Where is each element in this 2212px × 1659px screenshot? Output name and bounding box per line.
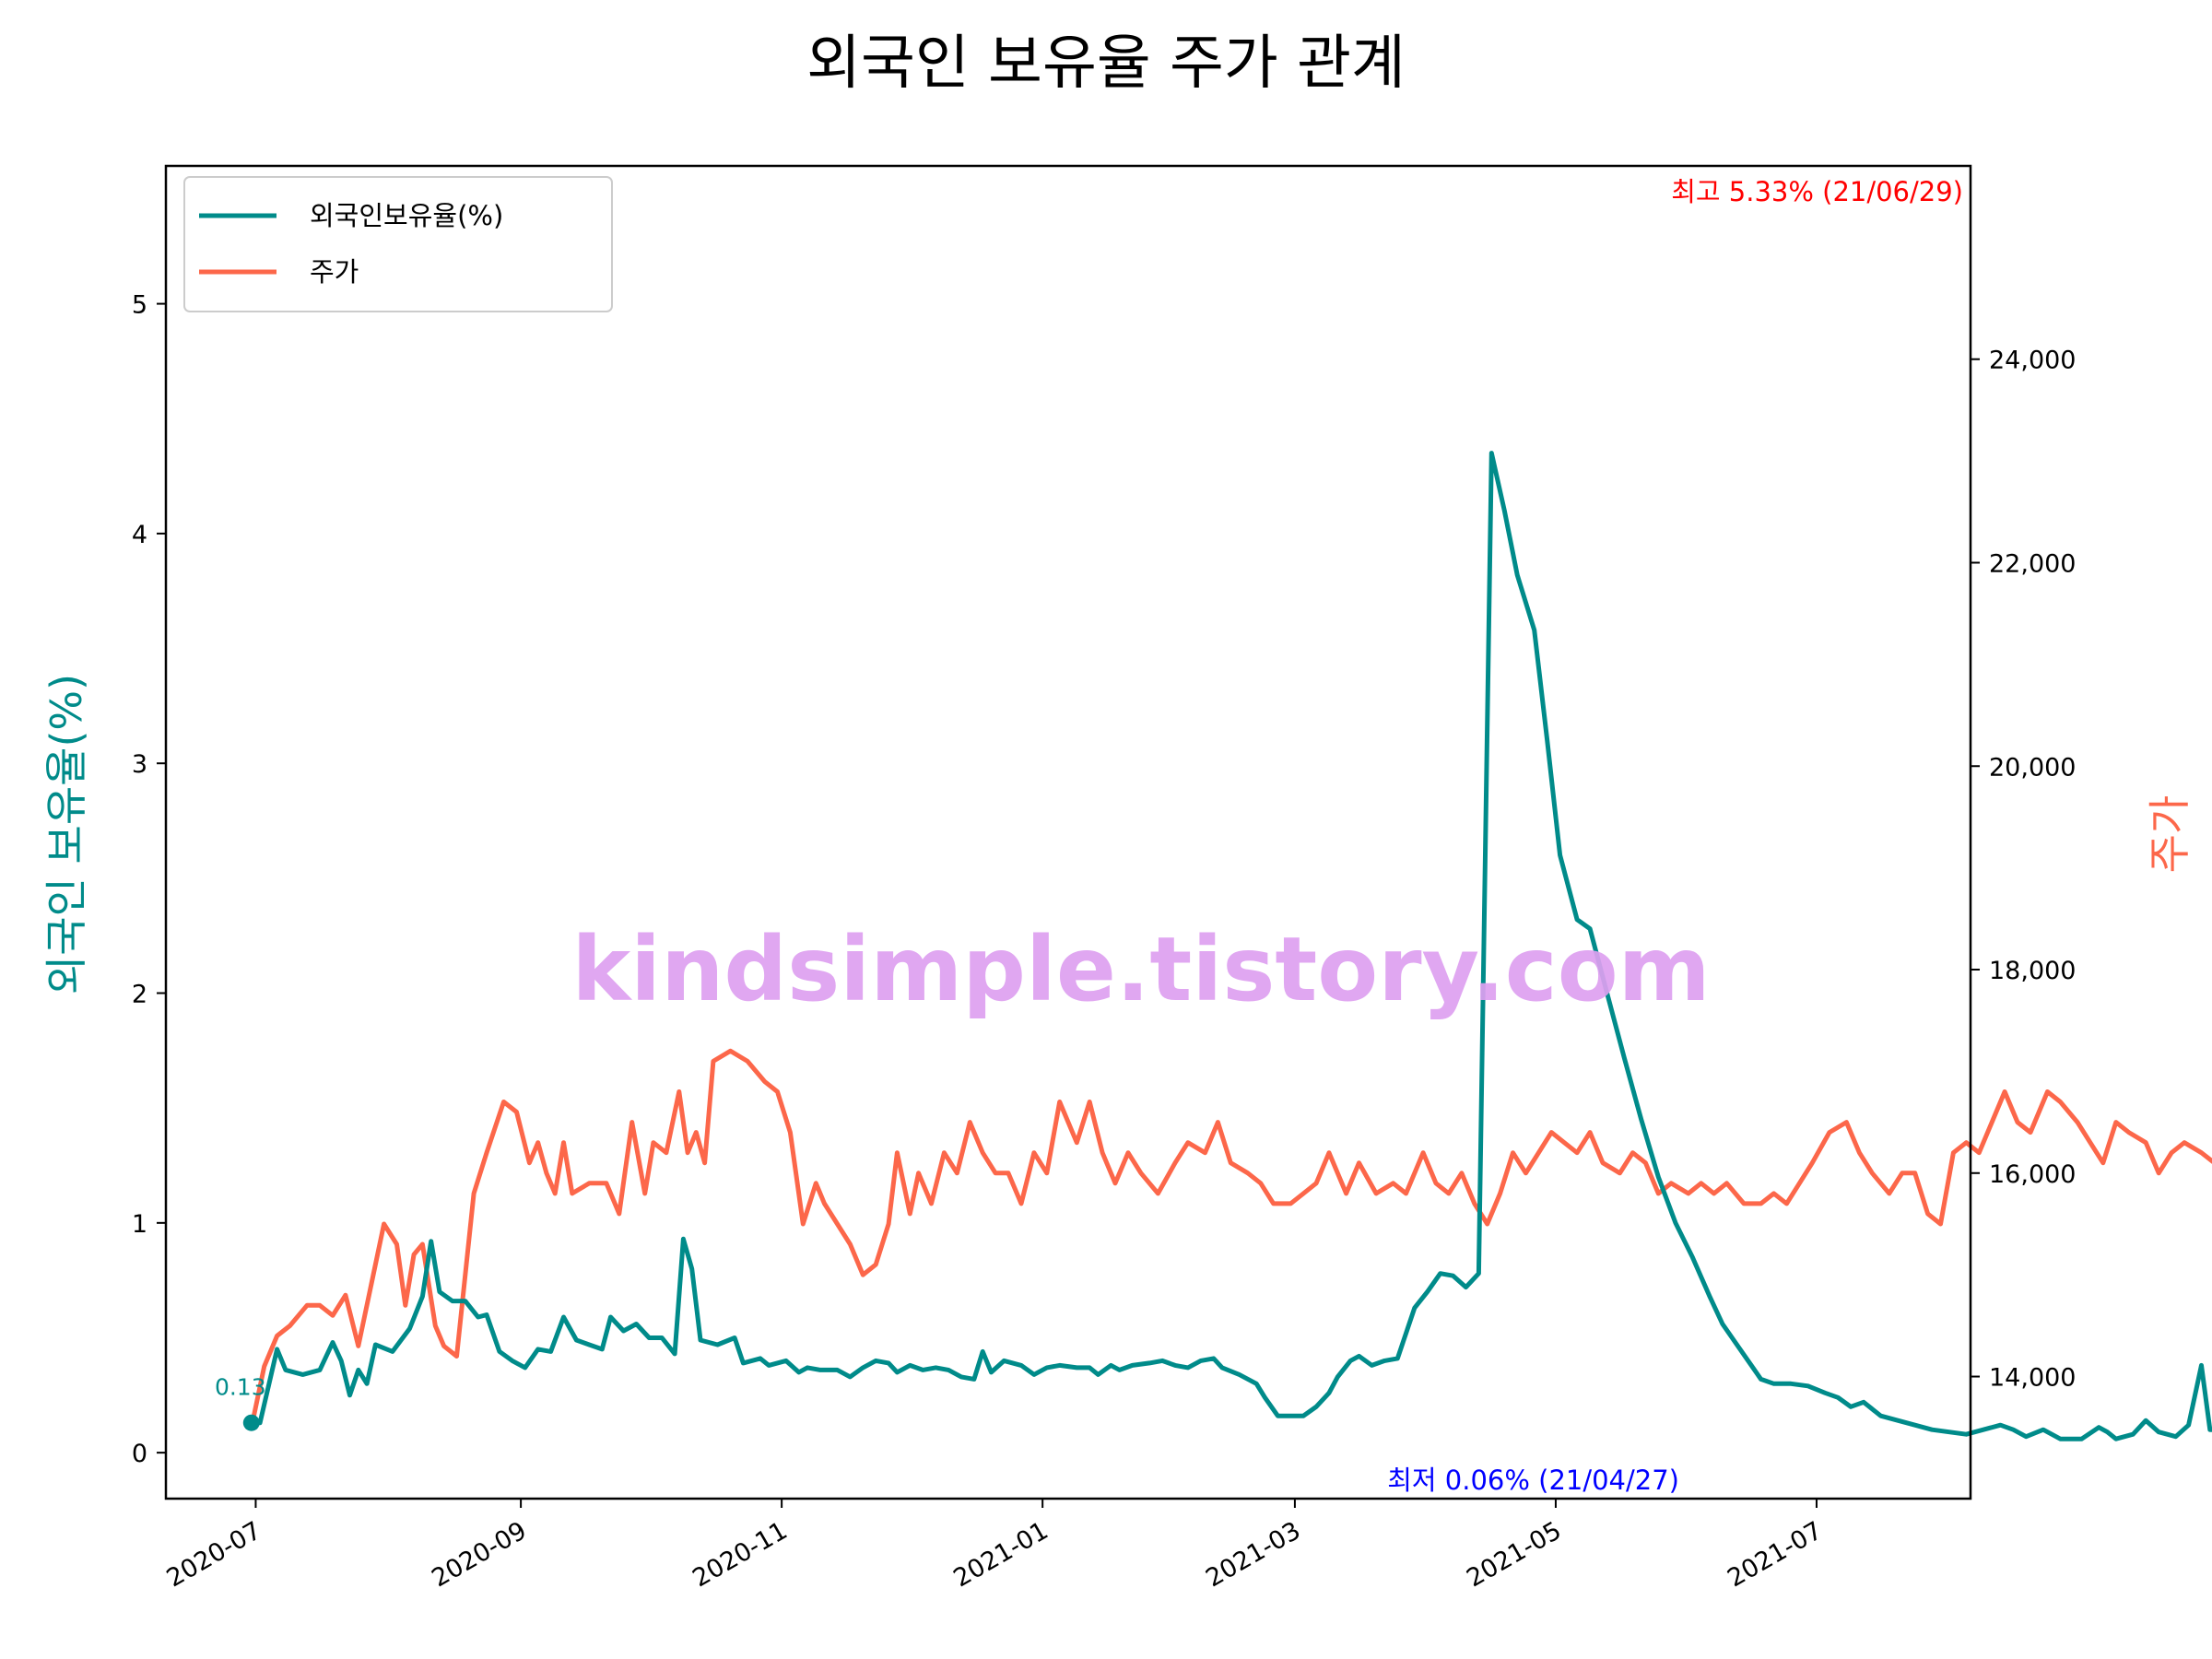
right-tick-label: 20,000: [1989, 753, 2076, 782]
left-tick-label: 0: [132, 1440, 147, 1468]
series-foreign-ownership: [242, 451, 2212, 1441]
series-stock-price: [249, 1048, 2212, 1429]
foreign-ownership-line: [251, 451, 2212, 1441]
annotations: 0.133.81최고 5.33% (21/06/29)최저 0.06% (21/…: [215, 176, 1963, 1496]
right-tick-label: 14,000: [1989, 1364, 2076, 1393]
x-tick-label: 2021-07: [1723, 1516, 1827, 1593]
right-axis-label: 주가: [2145, 795, 2194, 874]
right-tick-label: 18,000: [1989, 957, 2076, 985]
left-tick-label: 4: [132, 521, 147, 549]
right-tick-label: 24,000: [1989, 347, 2076, 375]
max-annotation: 최고 5.33% (21/06/29): [1671, 176, 1963, 207]
stock-price-line: [249, 1048, 2212, 1429]
plot-frame: [164, 164, 1972, 1500]
legend-box: [183, 176, 613, 312]
left-tick-label: 1: [132, 1210, 147, 1239]
legend-label-foreign-ownership: 외국인보유율(%): [310, 200, 503, 231]
x-tick-label: 2020-07: [162, 1516, 266, 1593]
left-tick-label: 3: [132, 750, 147, 779]
chart-title: 외국인 보유율 주가 관계: [806, 29, 1406, 98]
left-axis-label: 외국인 보유율(%): [41, 674, 91, 994]
legend: 외국인보유율(%) 주가: [183, 176, 613, 312]
x-tick-label: 2021-05: [1462, 1516, 1566, 1593]
x-axis: 2020-07 2020-09 2020-11 2021-01 2021-03 2021-…: [162, 1499, 1827, 1593]
right-tick-label: 22,000: [1989, 549, 2076, 578]
right-tick-label: 16,000: [1989, 1160, 2076, 1189]
min-annotation: 최저 0.06% (21/04/27): [1387, 1465, 1679, 1496]
start-value-label: 0.13: [215, 1374, 266, 1401]
x-tick-label: 2020-11: [688, 1516, 792, 1593]
watermark: kindsimple.tistory.com: [571, 918, 1710, 1021]
plot-background: [166, 166, 1971, 1499]
x-tick-label: 2020-09: [427, 1516, 531, 1593]
legend-label-stock-price: 주가: [310, 256, 359, 288]
right-y-axis: 14,000 16,000 18,000 20,000 22,000 24,000: [1971, 347, 2076, 1393]
start-point-marker: [242, 1414, 260, 1431]
x-tick-label: 2021-01: [948, 1516, 1053, 1593]
x-tick-label: 2021-03: [1201, 1516, 1305, 1593]
left-tick-label: 2: [132, 981, 147, 1009]
plot-border: [164, 164, 1972, 1500]
plot-area: [166, 166, 1971, 1499]
left-tick-label: 5: [132, 291, 147, 320]
left-y-axis: 0 1 2 3 4 5: [132, 291, 166, 1468]
